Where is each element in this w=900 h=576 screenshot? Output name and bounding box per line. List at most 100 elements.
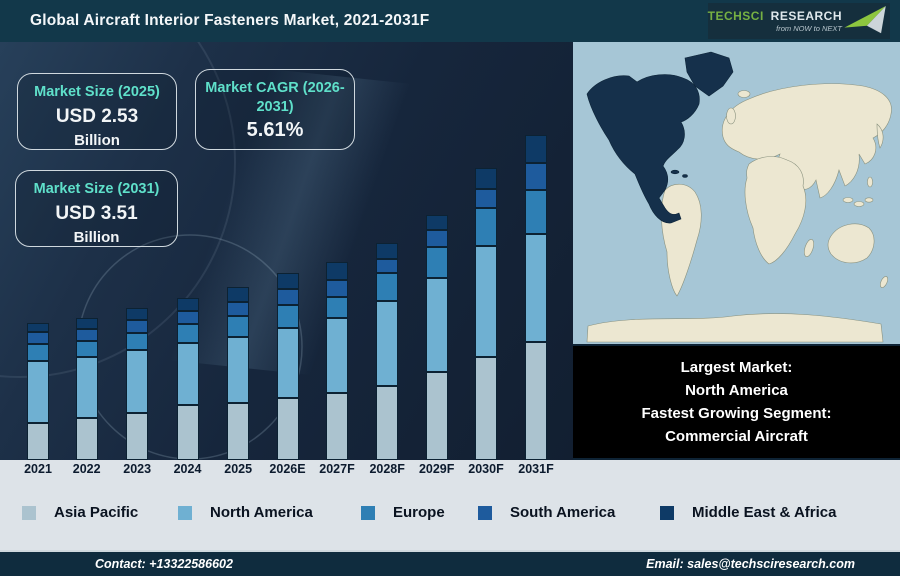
year-axis-label: 2021 xyxy=(24,462,52,476)
bar-2031F xyxy=(525,135,547,460)
bar-segment-south-america xyxy=(126,320,149,333)
bar-segment-europe xyxy=(376,273,399,301)
bar-segment-middle-east-africa xyxy=(126,308,149,320)
year-axis-label: 2030F xyxy=(468,462,504,476)
info-box-label: Market Size (2025) xyxy=(34,84,160,100)
legend-swatch xyxy=(361,505,375,520)
bar-segment-north-america xyxy=(176,343,199,405)
bar-segment-europe xyxy=(75,341,98,357)
footer-bar: Contact: +13322586602 Email: sales@techs… xyxy=(0,550,900,576)
bar-segment-asia-pacific xyxy=(376,386,399,460)
bar-segment-asia-pacific xyxy=(525,342,547,460)
info-box-unit: Billion xyxy=(73,228,120,246)
map-region-uk xyxy=(726,107,736,125)
bar-segment-south-america xyxy=(475,189,497,208)
legend-label: Middle East & Africa xyxy=(692,504,837,521)
bar-segment-north-america xyxy=(227,337,250,403)
legend-swatch xyxy=(478,505,492,520)
legend-swatch xyxy=(178,505,192,520)
legend-swatch xyxy=(22,505,36,520)
brand-primary: TechSci xyxy=(707,8,764,23)
callout-box: Largest Market: North America Fastest Gr… xyxy=(573,346,900,458)
bar-segment-south-america xyxy=(75,329,98,341)
bar-segment-middle-east-africa xyxy=(276,273,299,289)
bar-segment-north-america xyxy=(376,301,399,386)
map-region-indonesia xyxy=(842,197,854,203)
info-box-value: USD 2.53 xyxy=(55,105,139,127)
bar-2022 xyxy=(75,318,98,460)
bar-2027F xyxy=(326,262,348,460)
map-region-iceland xyxy=(737,90,751,98)
bottom-strip: 2021 2022 2023 2024 2025 2026E 2027F 2028F 2029F… xyxy=(0,460,900,552)
info-box-label: Market CAGR (2026-2031) xyxy=(205,80,345,115)
legend-label: North America xyxy=(210,504,313,521)
year-axis-label: 2027F xyxy=(319,462,355,476)
legend-swatch xyxy=(660,505,674,520)
bar-segment-south-america xyxy=(276,289,299,305)
bar-segment-asia-pacific xyxy=(326,393,348,460)
bar-segment-europe xyxy=(176,324,199,343)
bar-segment-europe xyxy=(126,333,149,350)
bar-2029F xyxy=(425,215,448,460)
bar-segment-asia-pacific xyxy=(176,405,199,460)
callout-line: Largest Market: xyxy=(680,358,793,376)
year-axis-label: 2024 xyxy=(173,462,202,476)
info-box-market-cagr: Market CAGR (2026-2031) 5.61% xyxy=(195,69,355,150)
map-region-caribbean-highlight xyxy=(670,169,680,175)
bar-segment-south-america xyxy=(227,302,250,316)
brand-logo-text: TechSci Research from NOW to NEXT xyxy=(708,10,842,33)
callout-line: North America xyxy=(685,381,788,399)
year-axis-label: 2023 xyxy=(123,462,152,476)
footer-contact: Contact: +13322586602 xyxy=(95,557,233,571)
paper-plane-arrow-icon xyxy=(844,5,886,34)
bar-segment-middle-east-africa xyxy=(227,287,250,302)
chart-panel: Market Size (2025) USD 2.53 Billion Mark… xyxy=(0,42,573,460)
bar-segment-middle-east-africa xyxy=(176,298,199,311)
map-region-eurasia xyxy=(721,83,892,199)
legend-label: Europe xyxy=(393,504,445,521)
info-box-value: USD 3.51 xyxy=(55,202,138,224)
bar-2028F xyxy=(376,243,399,460)
legend-item-europe: Europe xyxy=(361,504,445,521)
bar-segment-south-america xyxy=(425,230,448,247)
bar-segment-europe xyxy=(475,208,497,246)
bar-2030F xyxy=(475,168,497,460)
page-title: Global Aircraft Interior Fasteners Marke… xyxy=(30,12,430,29)
callout-line: Commercial Aircraft xyxy=(665,428,808,446)
bar-segment-north-america xyxy=(126,350,149,413)
info-box-market-size-2031: Market Size (2031) USD 3.51 Billion xyxy=(15,170,178,247)
bar-segment-europe xyxy=(27,344,49,361)
header-bar: Global Aircraft Interior Fasteners Marke… xyxy=(0,0,900,42)
year-axis-label: 2031F xyxy=(518,462,554,476)
bar-segment-middle-east-africa xyxy=(326,262,348,280)
legend-item-north-america: North America xyxy=(178,504,313,521)
legend-item-south-america: South America xyxy=(478,504,615,521)
bar-segment-north-america xyxy=(326,318,348,393)
info-box-market-size-2025: Market Size (2025) USD 2.53 Billion xyxy=(17,73,177,150)
bar-segment-middle-east-africa xyxy=(425,215,448,230)
bar-segment-asia-pacific xyxy=(475,357,497,460)
year-axis-label: 2026E xyxy=(269,462,306,476)
bar-segment-middle-east-africa xyxy=(475,168,497,189)
bar-segment-asia-pacific xyxy=(75,418,98,460)
bar-segment-south-america xyxy=(176,311,199,324)
callout-line: Fastest Growing Segment: xyxy=(641,405,832,422)
info-box-label: Market Size (2031) xyxy=(33,181,160,197)
bar-2025 xyxy=(227,287,250,460)
world-map-svg xyxy=(573,42,900,344)
bar-segment-south-america xyxy=(525,163,547,190)
bar-2023 xyxy=(126,308,149,460)
year-axis-label: 2022 xyxy=(72,462,101,476)
year-axis-label: 2029F xyxy=(418,462,455,476)
legend-label: Asia Pacific xyxy=(54,504,139,521)
year-axis-label: 2028F xyxy=(369,462,405,476)
bar-segment-middle-east-africa xyxy=(75,318,98,329)
legend-label: South America xyxy=(510,504,616,521)
bar-segment-south-america xyxy=(376,259,399,273)
map-region-madagascar xyxy=(803,239,815,257)
map-region-indonesia xyxy=(853,201,865,207)
map-region-africa xyxy=(744,156,807,265)
map-region-antarctica xyxy=(586,313,884,343)
bar-segment-south-america xyxy=(326,280,348,297)
map-region-caribbean-highlight xyxy=(682,174,688,178)
